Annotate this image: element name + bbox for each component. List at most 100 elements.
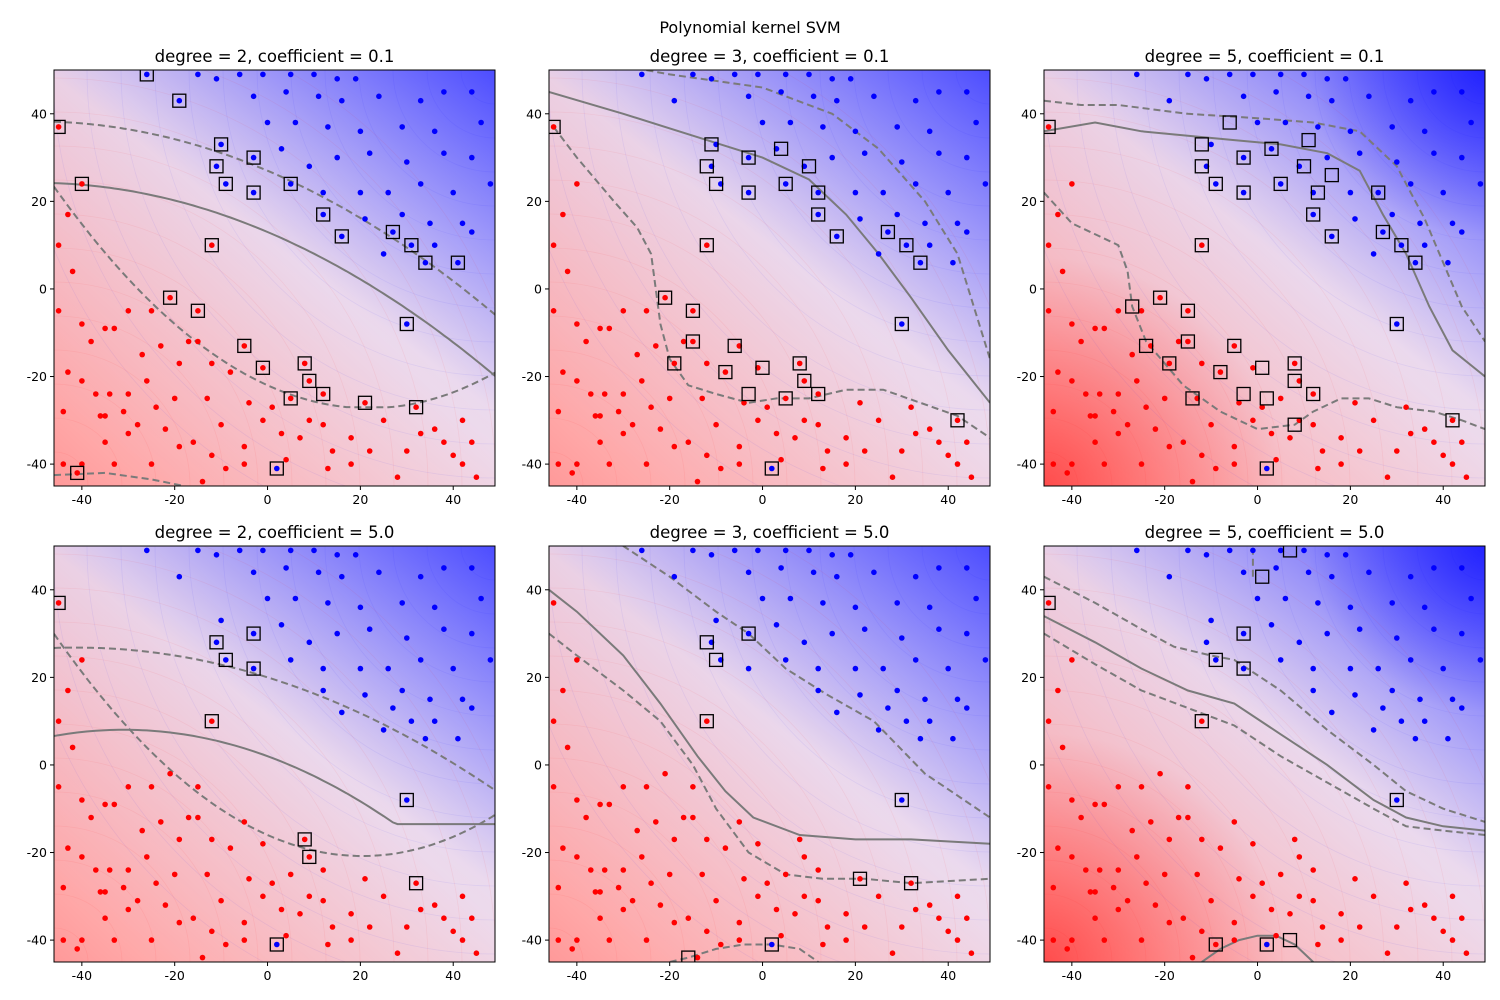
point-class-pos: [899, 635, 905, 641]
point-class-pos: [1166, 573, 1173, 580]
point-class-pos: [847, 552, 854, 558]
point-class-neg: [574, 797, 580, 803]
point-class-neg: [736, 937, 743, 943]
point-class-neg: [843, 911, 849, 917]
point-class-pos: [417, 181, 424, 187]
point-class-neg: [597, 915, 603, 921]
point-class-pos: [745, 93, 752, 100]
point-class-neg: [1296, 854, 1303, 860]
y-tick-label: -20: [27, 369, 47, 384]
decision-boundary: [549, 589, 990, 845]
point-class-neg: [348, 461, 354, 467]
point-class-pos: [1421, 718, 1428, 724]
point-class-neg: [620, 391, 627, 397]
point-class-neg: [209, 836, 215, 843]
y-tick-label: 40: [31, 106, 47, 121]
point-class-neg: [718, 465, 724, 472]
point-class-neg: [597, 413, 603, 419]
point-class-neg: [102, 889, 108, 895]
point-class-pos: [455, 735, 461, 742]
point-class-neg: [227, 845, 234, 851]
axis-ticks: -40 -20 0 20 40 -40 -20 0 20 40: [1017, 106, 1452, 507]
y-tick-label: -20: [1017, 369, 1037, 384]
point-class-neg: [555, 461, 562, 467]
point-class-pos: [950, 735, 956, 742]
y-tick-label: 20: [526, 194, 542, 209]
axis-ticks: -40 -20 0 20 40 -40 -20 0 20 40: [27, 106, 462, 507]
point-class-neg: [287, 395, 294, 402]
point-class-neg: [629, 897, 636, 904]
point-class-neg: [755, 893, 761, 900]
axis-ticks: -40 -20 0 20 40 -40 -20 0 20 40: [522, 582, 957, 983]
support-vector-marker: [1287, 356, 1302, 371]
point-class-pos: [1352, 216, 1358, 222]
point-class-neg: [1092, 439, 1098, 446]
point-class-neg: [1101, 937, 1108, 943]
point-class-pos: [287, 181, 294, 187]
point-class-pos: [1277, 657, 1284, 663]
point-class-pos: [422, 735, 429, 742]
point-class-neg: [685, 915, 692, 921]
point-class-neg: [1287, 911, 1293, 917]
point-class-pos: [195, 547, 201, 554]
point-class-pos: [871, 569, 877, 576]
point-class-neg: [1143, 880, 1149, 886]
point-class-pos: [982, 181, 989, 187]
x-tick-label: 0: [1254, 968, 1262, 983]
point-class-neg: [144, 378, 150, 384]
support-vector-marker: [1255, 569, 1270, 584]
point-class-neg: [1370, 893, 1377, 900]
point-class-pos: [1273, 89, 1279, 95]
support-vector-marker: [899, 238, 914, 253]
point-class-neg: [801, 417, 808, 424]
support-vector-marker: [399, 316, 414, 332]
point-class-pos: [1268, 622, 1275, 628]
point-class-neg: [1231, 461, 1238, 467]
point-class-neg: [139, 351, 145, 358]
point-class-pos: [1477, 181, 1484, 187]
point-class-neg: [148, 937, 155, 943]
point-class-neg: [1291, 836, 1298, 843]
point-class-neg: [773, 430, 780, 437]
point-class-neg: [459, 893, 466, 900]
point-class-neg: [246, 876, 252, 882]
support-vector-marker: [1375, 224, 1391, 240]
point-class-pos: [260, 547, 266, 554]
point-class-neg: [1213, 465, 1219, 472]
point-class-pos: [857, 216, 863, 222]
point-class-neg: [1045, 784, 1052, 790]
point-class-neg: [1069, 854, 1075, 860]
support-vectors: [549, 119, 965, 476]
support-vector-marker: [1138, 338, 1154, 354]
point-class-pos: [144, 547, 150, 554]
point-class-neg: [615, 884, 622, 891]
point-class-pos: [787, 595, 794, 602]
support-vector-marker: [1324, 229, 1339, 244]
point-class-neg: [861, 924, 868, 930]
point-class-pos: [834, 97, 840, 104]
y-tick-label: -40: [1017, 457, 1037, 472]
point-class-pos: [1431, 89, 1437, 95]
point-class-neg: [74, 470, 80, 476]
support-vector-marker: [1259, 937, 1274, 952]
point-class-neg: [362, 400, 368, 406]
point-class-neg: [741, 400, 747, 406]
point-class-pos: [1347, 189, 1354, 196]
point-class-neg: [653, 343, 659, 349]
support-vector-marker: [1236, 661, 1251, 676]
point-class-pos: [385, 665, 392, 672]
y-tick-label: 0: [39, 757, 47, 772]
point-class-neg: [861, 448, 868, 454]
support-vector-marker: [404, 238, 419, 253]
point-class-neg: [79, 321, 85, 327]
point-class-neg: [111, 461, 118, 467]
x-tick-label: -40: [567, 492, 587, 507]
point-class-neg: [1273, 456, 1279, 463]
point-class-pos: [1240, 630, 1247, 637]
point-class-neg: [65, 845, 71, 851]
point-class-neg: [60, 937, 67, 943]
point-class-pos: [357, 128, 364, 135]
point-class-neg: [209, 928, 215, 935]
point-class-neg: [1199, 718, 1205, 724]
support-vector-marker: [74, 176, 90, 192]
